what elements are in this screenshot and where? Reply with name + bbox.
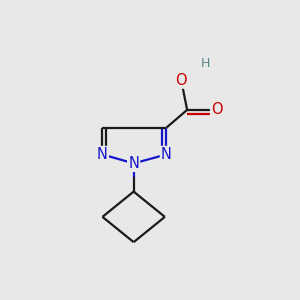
Text: N: N <box>161 147 172 162</box>
Text: O: O <box>211 102 223 117</box>
Text: N: N <box>97 147 108 162</box>
Text: H: H <box>200 57 210 70</box>
Text: O: O <box>176 73 187 88</box>
Text: N: N <box>128 156 139 171</box>
